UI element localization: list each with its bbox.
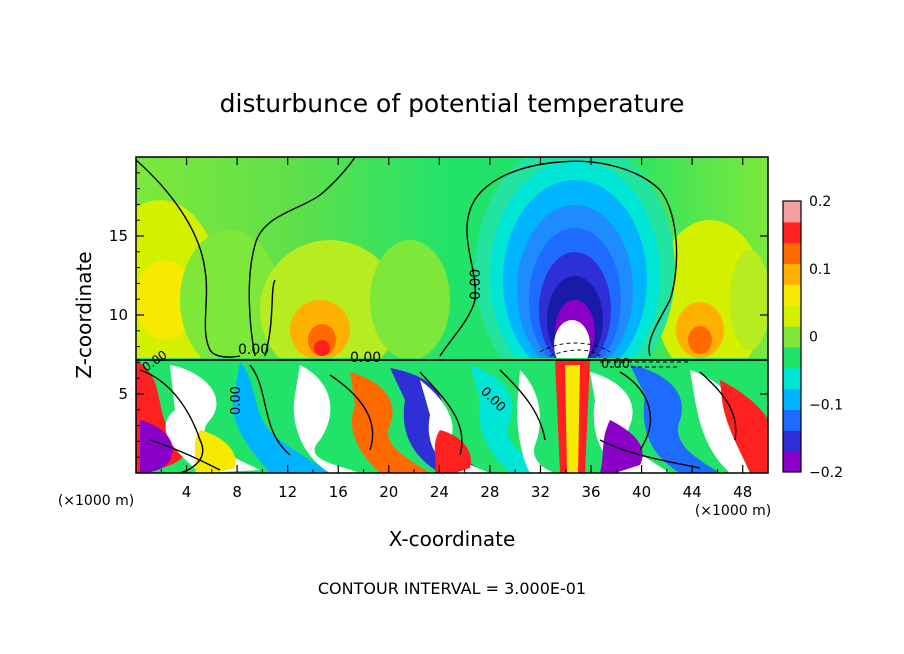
x-tick-label: 4 (182, 483, 192, 501)
colorbar-swatch (783, 451, 801, 473)
x-unit-right: (×1000 m) (695, 503, 771, 519)
x-tick-label: 8 (232, 483, 242, 501)
x-tick-label: 44 (683, 483, 702, 501)
x-tick-label: 48 (733, 483, 752, 501)
y-axis: 5 10 15 (109, 172, 768, 458)
contour-label: 0.00 (468, 269, 484, 300)
y-axis-label: Z-coordinate (72, 251, 96, 378)
colorbar-swatch (783, 346, 801, 369)
contour-label: 0.00 (601, 357, 630, 372)
x-tick-label: 40 (632, 483, 651, 501)
x-tick-label: 28 (480, 483, 499, 501)
colorbar-tick-label: 0 (809, 330, 818, 346)
plot-area (136, 157, 768, 473)
contour-interval: CONTOUR INTERVAL = 3.000E-01 (318, 579, 586, 598)
chart-title: disturbunce of potential temperature (220, 89, 685, 118)
upper-layer-field (136, 157, 768, 400)
y-tick-label: 15 (109, 227, 128, 245)
lower-layer-field (136, 358, 768, 473)
dashed-contours (539, 342, 690, 368)
x-tick-label: 16 (329, 483, 348, 501)
colorbar-tick-label: 0.1 (809, 262, 831, 278)
colorbar-swatch (783, 367, 801, 390)
x-tick-label: 12 (278, 483, 297, 501)
colorbar-swatch (783, 221, 801, 244)
y-tick-label: 10 (109, 306, 128, 324)
colorbar-tick-label: −0.2 (809, 465, 843, 481)
y-tick-label: 5 (118, 385, 128, 403)
colorbar-swatch (783, 242, 801, 265)
x-tick-label: 20 (379, 483, 398, 501)
x-axis: 4 8 12 16 20 24 28 32 36 40 44 48 (160, 157, 752, 501)
colorbar-ticks: 0.2 0.1 0 −0.1 −0.2 (809, 194, 843, 481)
contour-lines (136, 157, 768, 473)
colorbar-swatch (783, 326, 801, 348)
x-tick-label: 32 (531, 483, 550, 501)
x-unit-left: (×1000 m) (58, 493, 134, 509)
contour-label: 0.00 (238, 342, 269, 358)
colorbar-swatch (783, 263, 801, 285)
x-tick-label: 36 (581, 483, 600, 501)
x-axis-label: X-coordinate (389, 527, 516, 551)
contour-label: 0.00 (350, 350, 381, 366)
colorbar (782, 200, 802, 473)
colorbar-tick-label: 0.2 (809, 194, 831, 210)
colorbar-swatch (783, 284, 801, 306)
colorbar-swatch (783, 430, 801, 452)
colorbar-swatch (783, 409, 801, 431)
colorbar-swatch (783, 201, 801, 223)
colorbar-swatch (783, 305, 801, 327)
contour-label: 0.00 (229, 386, 244, 415)
colorbar-swatch (783, 388, 801, 410)
colorbar-frame (782, 200, 802, 473)
x-tick-label: 24 (430, 483, 449, 501)
colorbar-tick-label: −0.1 (809, 397, 843, 413)
